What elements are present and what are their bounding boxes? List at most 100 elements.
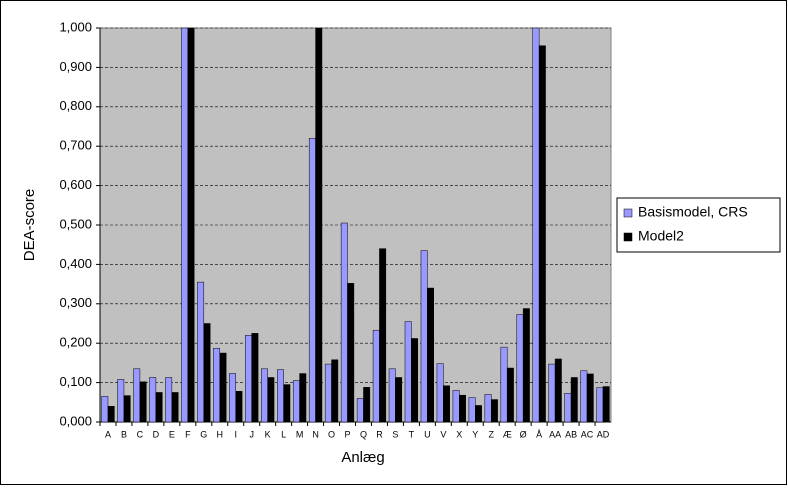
bar [356,398,364,423]
bar [580,370,588,423]
bar [139,381,147,423]
bar [570,377,578,423]
x-tick-label: G [200,429,207,439]
x-tick-label: E [169,429,175,439]
legend-label: Basismodel, CRS [638,204,748,220]
bar [522,308,530,423]
x-tick-label: AB [565,429,577,439]
y-tick-label: 0,900 [59,59,92,74]
bar [315,27,323,423]
bar [149,377,157,423]
y-tick-label: 0,200 [59,335,92,350]
bar [490,399,498,423]
bar [181,27,189,423]
y-axis-label: DEA-score [21,189,38,262]
bar [436,363,444,423]
bar [388,368,396,423]
y-tick-label: 0,300 [59,295,92,310]
x-tick-label: B [121,429,127,439]
x-tick-label: N [312,429,319,439]
x-tick-label: Å [536,429,542,439]
legend-swatch [623,208,633,218]
x-tick-label: Q [360,429,367,439]
bar [267,377,275,423]
bar [219,352,227,423]
bar [363,387,371,423]
bar [133,368,141,423]
y-tick-label: 0,500 [59,216,92,231]
y-tick-label: 1,000 [59,19,92,34]
y-tick-label: 0,100 [59,374,92,389]
bar [187,27,195,423]
bar [324,363,332,423]
bar [331,359,339,423]
bar [538,45,546,423]
legend-label: Model2 [638,228,684,244]
bar [516,314,524,423]
x-tick-label: H [217,429,224,439]
bar [532,27,540,423]
x-tick-label: L [281,429,286,439]
bar [251,333,259,423]
bar [277,369,284,423]
bar [340,222,348,423]
x-tick-label: T [409,429,415,439]
bar [107,405,115,423]
bar [372,329,380,423]
bar [484,394,492,423]
x-tick-label: A [105,429,111,439]
bar [602,386,610,423]
bar [283,384,291,423]
bar [564,392,572,423]
bar [443,385,450,423]
x-axis-label: Anlæg [341,449,384,466]
bar [404,321,412,423]
legend-swatch [623,232,633,242]
y-tick-label: 0,400 [59,256,92,271]
y-tick-label: 0,600 [59,177,92,192]
x-tick-label: O [328,429,335,439]
bar [229,373,236,423]
bar [548,363,556,423]
bar [395,377,403,423]
x-tick-label: V [440,429,446,439]
bar [411,338,419,423]
y-tick-label: 0,000 [59,413,92,428]
x-tick-label: J [249,429,254,439]
bar [506,367,514,423]
x-tick-label: D [153,429,160,439]
bar [475,405,482,423]
bar [213,348,221,423]
x-tick-label: S [392,429,398,439]
bar [261,368,268,423]
bar [123,395,131,423]
bar [420,250,428,423]
x-tick-label: Y [472,429,478,439]
x-tick-label: X [456,429,462,439]
x-tick-label: I [234,429,237,439]
bar [117,379,125,423]
bar [500,346,508,423]
bar [468,397,476,423]
x-tick-label: AC [581,429,594,439]
bar [165,377,173,423]
x-tick-label: AA [549,429,561,439]
x-tick-label: Z [488,429,494,439]
y-tick-label: 0,800 [59,98,92,113]
x-tick-label: Æ [503,429,512,439]
bar [292,380,300,423]
bar [427,287,434,423]
bar [586,373,594,423]
x-tick-label: R [376,429,383,439]
bar [101,396,109,423]
x-tick-label: Ø [520,429,527,439]
bar [347,283,355,423]
x-tick-label: P [345,429,351,439]
x-tick-label: C [137,429,144,439]
legend-box [616,197,781,253]
bar [171,392,179,423]
bar [155,392,163,423]
bar [452,390,460,423]
bar [235,391,243,423]
